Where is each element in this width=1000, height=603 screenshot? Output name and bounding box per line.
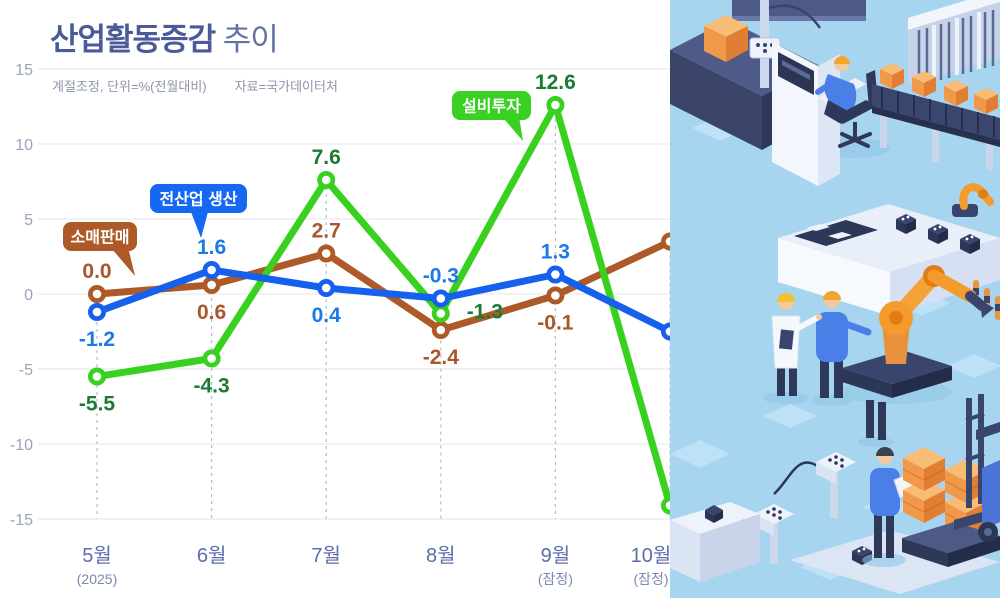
hair bbox=[876, 447, 894, 456]
series-line-2 bbox=[93, 266, 670, 335]
data-point-marker-center bbox=[665, 327, 670, 336]
x-axis-month-label: 10월 bbox=[631, 544, 670, 567]
data-point-marker-center bbox=[436, 309, 446, 318]
legend-callout-tail bbox=[191, 212, 208, 238]
data-point-marker-center bbox=[551, 100, 560, 110]
x-axis-month-label: 9월 bbox=[541, 544, 571, 567]
data-point-marker-center bbox=[551, 270, 560, 279]
carton-box bbox=[704, 15, 748, 62]
x-axis-note-label: (2025) bbox=[77, 571, 117, 587]
x-axis-month-label: 6월 bbox=[197, 544, 227, 567]
point-value-label: 1.6 bbox=[197, 236, 226, 259]
hard-hat bbox=[777, 293, 795, 302]
legend-callout-label: 소매판매 bbox=[71, 229, 130, 247]
data-point-marker-center bbox=[92, 372, 102, 381]
x-axis-month-label: 5월 bbox=[82, 544, 112, 567]
point-value-label: -1.3 bbox=[467, 301, 503, 324]
legend-callout-label: 전산업 생산 bbox=[159, 191, 237, 209]
subtitle-unit: 계절조정, 단위=%(전월대비) bbox=[52, 79, 207, 94]
chart-region: 151050-5-10-150.00.62.7-2.4-0.13.5%-1.21… bbox=[9, 14, 670, 587]
y-axis-tick-label: 10 bbox=[15, 137, 33, 154]
data-point-marker-center bbox=[665, 501, 670, 510]
data-point-marker-center bbox=[665, 237, 670, 246]
belt-modules bbox=[896, 214, 980, 254]
server-cabinets bbox=[908, 0, 1000, 86]
box-conveyor bbox=[872, 63, 1000, 170]
top-machine bbox=[732, 0, 866, 21]
title-main: 산업활동증감 bbox=[50, 22, 216, 57]
y-axis-tick-label: 5 bbox=[24, 212, 33, 229]
y-axis-tick-label: -15 bbox=[10, 512, 33, 529]
data-point-marker-center bbox=[321, 283, 331, 293]
legend-callout-bubble bbox=[63, 222, 137, 251]
chart-subtitle: 계절조정, 단위=%(전월대비) 자료=국가데이터처 bbox=[52, 76, 338, 95]
data-point-marker-center bbox=[436, 294, 446, 303]
data-point-marker-center bbox=[321, 175, 331, 185]
line-chart: 151050-5-10-150.00.62.7-2.4-0.13.5%-1.21… bbox=[10, 62, 670, 587]
data-point-marker bbox=[661, 232, 670, 251]
legend-callout-bubble bbox=[452, 91, 531, 120]
page-title: 산업활동증감 추이 bbox=[50, 14, 279, 59]
legend-callout-tail bbox=[112, 247, 135, 276]
point-value-label: -2.4 bbox=[423, 346, 460, 369]
x-axis-month-label: 7월 bbox=[311, 544, 341, 567]
data-point-marker-center bbox=[92, 307, 102, 317]
legend-callout-bubble bbox=[150, 184, 247, 213]
x-axis-note-label: (잠정) bbox=[538, 571, 573, 587]
point-value-label: -5.5 bbox=[79, 393, 116, 416]
point-value-label: -0.3 bbox=[423, 265, 459, 288]
small-robot-arm bbox=[952, 183, 994, 217]
legend-callout-tail bbox=[504, 116, 523, 141]
supervisor-white-coat bbox=[763, 293, 822, 404]
forklift bbox=[954, 394, 1000, 542]
point-value-label: 0.0 bbox=[82, 260, 111, 283]
robot-arm bbox=[837, 265, 994, 404]
point-value-label: 0.4 bbox=[312, 304, 342, 327]
conveyor-boxes bbox=[880, 63, 998, 114]
data-point-marker-center bbox=[321, 249, 331, 258]
y-axis-tick-label: -5 bbox=[19, 362, 33, 379]
data-point-marker bbox=[661, 496, 670, 515]
y-axis-tick-label: 0 bbox=[24, 287, 33, 304]
point-value-label: 0.6 bbox=[197, 301, 226, 324]
legend-callout-label: 설비투자 bbox=[462, 98, 521, 116]
point-value-label: 2.7 bbox=[312, 220, 341, 243]
point-value-label: -1.2 bbox=[79, 328, 115, 351]
point-value-label: 1.3 bbox=[541, 241, 570, 264]
x-axis-note-label: (잠정) bbox=[633, 571, 668, 587]
clipboard bbox=[778, 329, 794, 350]
series-line-3 bbox=[93, 101, 670, 509]
hard-hat bbox=[834, 56, 850, 64]
chips bbox=[806, 224, 852, 239]
y-axis-tick-label: -10 bbox=[10, 437, 33, 454]
data-point-marker-center bbox=[207, 265, 216, 275]
factory-illustration bbox=[670, 0, 1000, 598]
y-axis-tick-label: 15 bbox=[15, 62, 33, 79]
data-point-marker bbox=[661, 322, 670, 341]
point-value-label: 7.6 bbox=[312, 146, 341, 169]
x-axis-month-label: 8월 bbox=[426, 544, 456, 567]
data-point-marker-center bbox=[207, 280, 216, 290]
walking-worker-legs bbox=[858, 400, 894, 447]
point-value-label: 12.6 bbox=[535, 71, 576, 94]
control-console bbox=[772, 42, 890, 186]
data-point-marker-center bbox=[207, 354, 216, 363]
subtitle-source: 자료=국가데이터처 bbox=[234, 79, 338, 94]
title-tail: 추이 bbox=[215, 22, 279, 57]
point-value-label: -4.3 bbox=[194, 375, 230, 398]
corner-machine bbox=[670, 502, 760, 582]
operator bbox=[815, 56, 878, 148]
data-point-marker-center bbox=[551, 291, 560, 300]
illustration-region bbox=[670, 0, 1000, 598]
hard-hat bbox=[823, 291, 841, 300]
point-value-label: -0.1 bbox=[537, 312, 574, 335]
data-point-marker-center bbox=[92, 289, 102, 299]
data-point-marker-center bbox=[436, 325, 446, 335]
worker-blue bbox=[812, 291, 872, 406]
gripper bbox=[980, 300, 994, 318]
